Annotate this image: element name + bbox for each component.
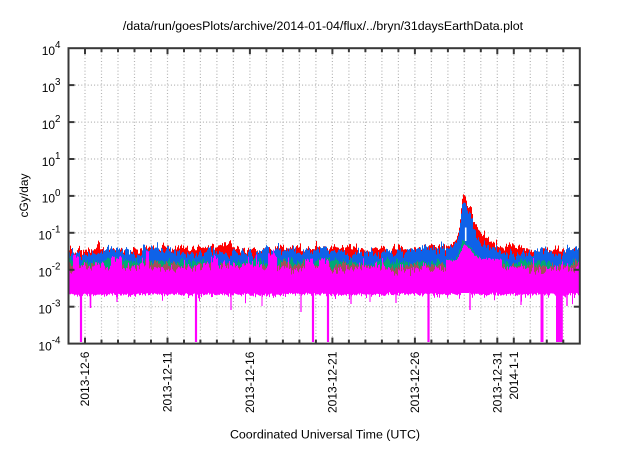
svg-text:2013-12-6: 2013-12-6 xyxy=(78,351,92,406)
svg-text:2013-12-31: 2013-12-31 xyxy=(491,351,505,413)
svg-text:2013-12-21: 2013-12-21 xyxy=(326,351,340,413)
svg-text:Coordinated Universal Time (UT: Coordinated Universal Time (UTC) xyxy=(230,428,420,442)
svg-text:cGy/day: cGy/day xyxy=(17,173,31,217)
svg-text:2013-12-16: 2013-12-16 xyxy=(243,351,257,413)
svg-text:2014-1-1: 2014-1-1 xyxy=(507,351,521,399)
svg-text:/data/run/goesPlots/archive/20: /data/run/goesPlots/archive/2014-01-04/f… xyxy=(123,19,524,33)
svg-text:2013-12-26: 2013-12-26 xyxy=(408,351,422,413)
svg-text:2013-12-11: 2013-12-11 xyxy=(161,351,175,412)
